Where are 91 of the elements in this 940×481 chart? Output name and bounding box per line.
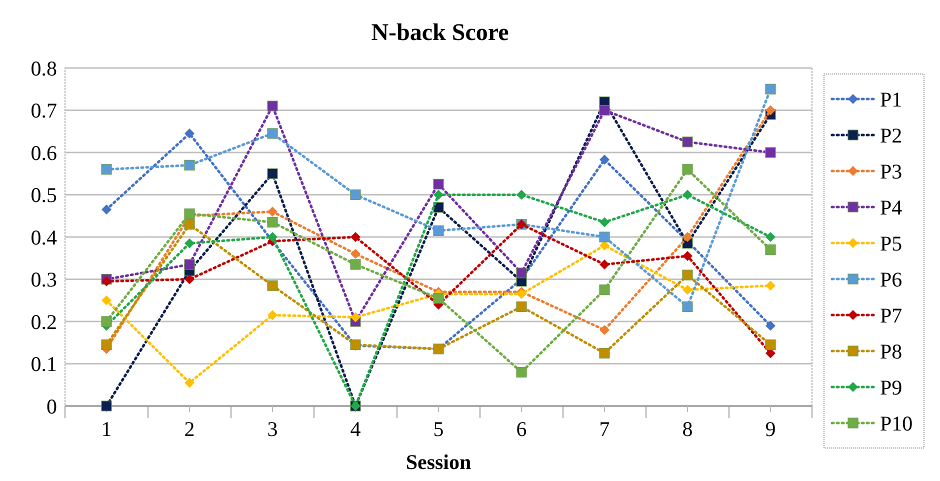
y-tick-label: 0.5: [30, 183, 57, 208]
y-tick-label: 0.4: [30, 225, 58, 250]
point: [267, 280, 278, 291]
point: [516, 366, 527, 378]
point: [184, 160, 195, 170]
point: [101, 400, 112, 412]
point: [184, 219, 195, 230]
x-tick-label: 5: [433, 417, 444, 441]
x-tick-label: 3: [267, 417, 278, 441]
x-tick-label: 2: [184, 417, 195, 441]
point: [101, 164, 112, 175]
point: [682, 251, 692, 262]
point: [350, 248, 360, 259]
point: [101, 339, 112, 350]
chart-title: N-back Score: [371, 20, 510, 46]
point: [102, 276, 112, 286]
legend-label: P9: [880, 375, 902, 400]
point: [599, 232, 610, 242]
point: [599, 284, 610, 296]
point: [599, 104, 610, 116]
point: [184, 274, 194, 284]
legend-label: P4: [880, 195, 903, 220]
y-tick-label: 0.3: [30, 268, 57, 292]
x-axis-title: Session: [406, 450, 472, 474]
point: [102, 204, 112, 215]
point: [350, 259, 361, 270]
point: [600, 154, 610, 165]
point: [600, 259, 610, 270]
point: [433, 225, 444, 236]
y-tick-label: 0.2: [30, 310, 57, 334]
point: [267, 216, 278, 228]
y-tick-label: 0: [46, 394, 57, 418]
point: [766, 320, 776, 331]
point: [433, 292, 444, 304]
point: [184, 128, 194, 138]
x-tick-label: 7: [599, 417, 610, 441]
point: [516, 190, 526, 200]
x-tick-label: 4: [350, 417, 362, 441]
x-tick-label: 9: [765, 417, 776, 441]
point: [682, 270, 693, 280]
legend-label: P10: [880, 411, 913, 436]
point: [267, 100, 278, 112]
point: [267, 168, 278, 179]
point: [682, 284, 692, 295]
point: [600, 217, 610, 228]
y-tick-label: 0.7: [30, 98, 57, 123]
point: [682, 164, 693, 175]
point: [516, 268, 527, 278]
point: [268, 310, 278, 320]
point: [101, 316, 112, 327]
point: [682, 301, 693, 312]
point: [766, 105, 776, 116]
point: [599, 348, 610, 358]
point: [268, 232, 278, 242]
point: [184, 259, 195, 270]
point: [184, 208, 195, 220]
x-tick-label: 1: [101, 417, 112, 441]
point: [434, 190, 444, 200]
y-tick-label: 0.1: [30, 352, 57, 376]
point: [765, 244, 776, 255]
legend-label: P7: [880, 303, 902, 328]
point: [184, 238, 194, 248]
x-tick-label: 8: [682, 417, 693, 441]
point: [600, 324, 610, 335]
point: [765, 147, 776, 158]
point: [516, 289, 526, 300]
point: [350, 232, 360, 242]
point: [682, 190, 692, 200]
point: [766, 280, 776, 291]
y-tick-label: 0.8: [30, 56, 57, 80]
point: [268, 206, 278, 217]
legend-label: P2: [880, 123, 902, 148]
legend-label: P1: [880, 87, 902, 112]
x-tick-label: 6: [516, 417, 527, 441]
point: [765, 84, 776, 94]
legend-label: P8: [880, 339, 902, 364]
point: [184, 378, 194, 388]
point: [765, 339, 776, 350]
point: [516, 301, 527, 312]
point: [682, 232, 692, 242]
point: [102, 295, 112, 306]
point: [433, 178, 444, 190]
point: [682, 136, 693, 148]
point: [350, 312, 360, 322]
legend-label: P5: [880, 231, 902, 256]
legend-label: P3: [880, 159, 902, 184]
point: [350, 189, 361, 200]
legend-label: P6: [880, 267, 902, 292]
point: [267, 128, 278, 139]
point: [766, 232, 776, 242]
y-tick-label: 0.6: [30, 140, 57, 165]
